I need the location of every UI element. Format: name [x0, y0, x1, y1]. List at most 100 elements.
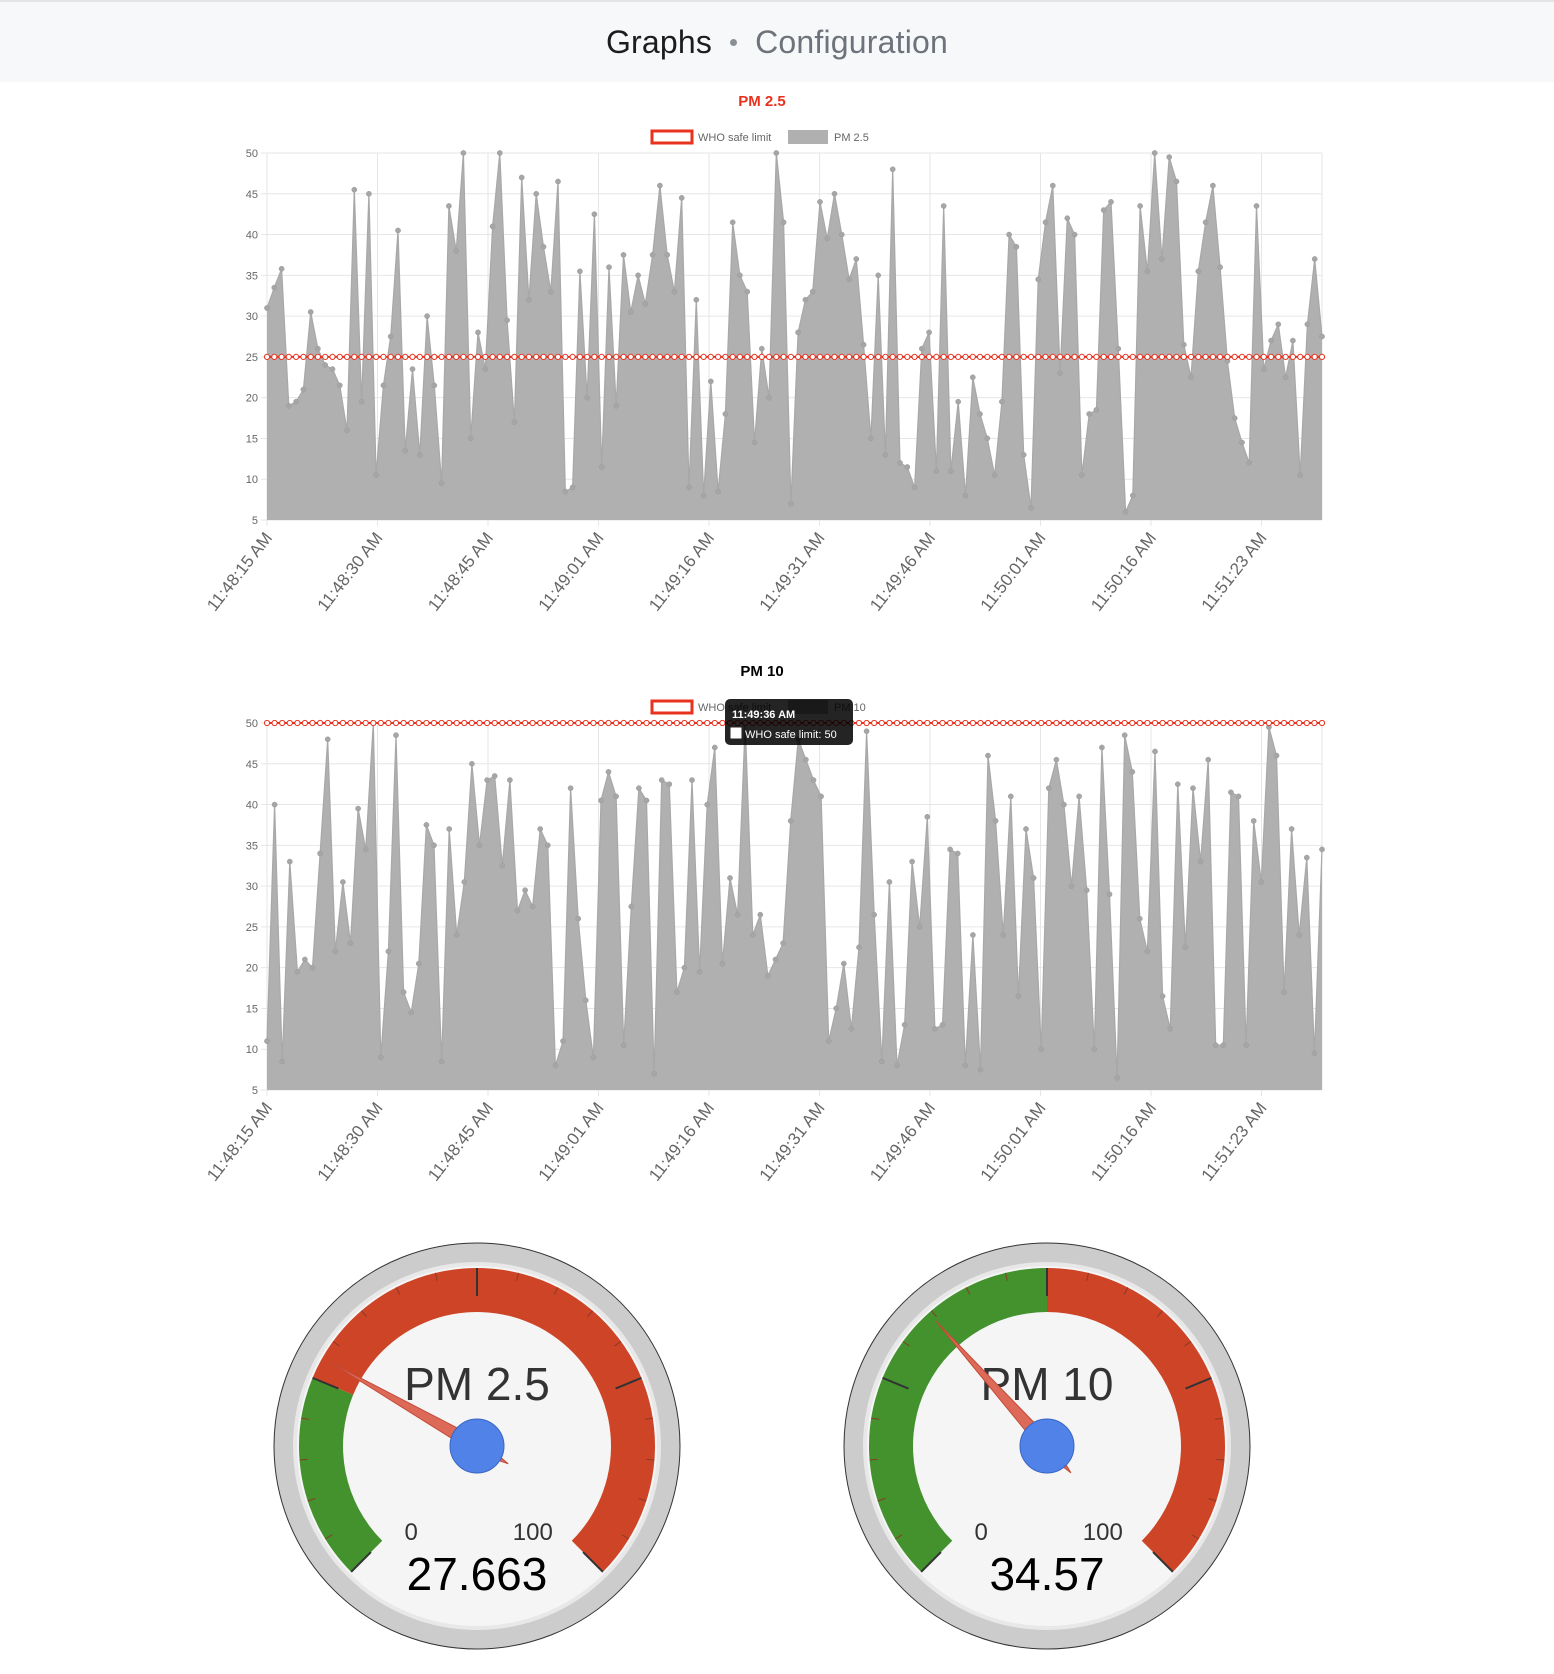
data-point	[1000, 932, 1007, 938]
data-point	[264, 1038, 270, 1044]
gauge-red-band	[312, 1268, 655, 1572]
data-point	[894, 1062, 900, 1069]
gauge-title: PM 2.5	[404, 1358, 550, 1410]
y-tick-label: 45	[246, 759, 258, 771]
who-limit-point	[1151, 719, 1159, 727]
who-limit-point	[1282, 353, 1289, 360]
nav-configuration-link[interactable]: Configuration	[755, 23, 949, 60]
who-limit-point	[591, 353, 598, 360]
who-limit-point	[1064, 353, 1071, 360]
data-point	[773, 150, 780, 156]
gauge-minor-tick	[307, 1498, 316, 1502]
gauge-minor-tick	[894, 1534, 903, 1540]
who-limit-point	[1227, 719, 1235, 727]
data-point	[544, 842, 551, 849]
who-limit-point	[575, 719, 582, 727]
who-limit-point	[377, 719, 384, 727]
who-limit-point	[1144, 353, 1151, 360]
nav-graphs-link[interactable]: Graphs	[605, 23, 713, 60]
data-point	[704, 801, 711, 808]
who-limit-point	[719, 719, 726, 727]
data-point	[1174, 781, 1181, 788]
gauge-major-tick	[312, 1376, 339, 1390]
who-limit-point	[300, 353, 307, 360]
data-point	[707, 378, 714, 385]
who-limit-point	[423, 719, 430, 727]
y-tick-label: 10	[246, 1044, 258, 1056]
data-point	[395, 227, 401, 234]
data-point	[1064, 215, 1071, 222]
data-point	[322, 362, 329, 368]
who-limit-point	[1071, 353, 1078, 360]
chart-title: PM 2.5	[738, 93, 786, 110]
who-limit-point	[525, 353, 533, 360]
who-limit-point	[307, 353, 314, 360]
who-limit-point	[896, 353, 904, 360]
who-limit-point	[1311, 353, 1318, 360]
who-limit-point	[976, 353, 984, 360]
data-point	[715, 488, 721, 495]
who-limit-point	[802, 353, 809, 360]
gauge-minor-tick	[434, 1272, 438, 1281]
data-point	[649, 252, 656, 258]
who-limit-point	[438, 719, 445, 727]
data-point	[787, 818, 794, 824]
y-tick-label: 35	[246, 840, 258, 852]
legend-label-who[interactable]: WHO safe limit	[698, 132, 771, 144]
who-limit-point	[751, 353, 758, 360]
data-point	[1129, 769, 1136, 775]
who-limit-point	[504, 353, 511, 360]
data-point	[711, 744, 718, 751]
data-point	[293, 398, 299, 405]
who-limit-point	[853, 353, 860, 360]
who-limit-point	[1173, 353, 1180, 360]
data-point	[507, 777, 513, 783]
data-point	[1100, 207, 1107, 213]
who-limit-point	[324, 719, 331, 727]
who-limit-point	[700, 353, 707, 360]
data-point	[1007, 793, 1014, 800]
data-point	[1076, 793, 1082, 800]
data-point	[393, 732, 399, 739]
who-limit-point	[688, 719, 696, 727]
who-limit-point	[460, 353, 467, 360]
x-tick-label: 11:48:15 AM	[203, 1099, 276, 1185]
who-limit-point	[871, 719, 878, 727]
who-limit-point	[1238, 353, 1246, 360]
gauge-minor-tick	[614, 1340, 622, 1347]
who-limit-point	[514, 719, 521, 727]
legend-label-series[interactable]: PM 2.5	[834, 132, 869, 144]
data-point	[636, 785, 642, 792]
gauge-minor-tick	[324, 1534, 333, 1540]
who-limit-point	[1086, 353, 1093, 360]
who-limit-point	[1115, 353, 1122, 360]
data-point	[415, 960, 422, 967]
data-point	[940, 203, 947, 209]
data-point	[373, 472, 379, 478]
data-point	[1304, 321, 1311, 328]
data-point	[693, 296, 700, 303]
who-limit-point	[522, 719, 529, 727]
who-limit-point	[955, 353, 962, 360]
who-limit-point	[736, 353, 744, 360]
who-limit-point	[962, 353, 969, 360]
who-limit-point	[1098, 719, 1106, 727]
data-point	[875, 272, 882, 279]
data-point	[324, 736, 331, 743]
who-limit-point	[1303, 719, 1310, 727]
who-limit-point	[554, 353, 562, 360]
data-point	[307, 309, 314, 315]
data-point	[453, 248, 460, 254]
who-limit-point	[1273, 719, 1280, 727]
nav-separator-dot	[730, 38, 738, 46]
who-limit-point	[991, 353, 998, 360]
gauge-minor-tick	[869, 1458, 878, 1461]
data-point	[1297, 472, 1304, 478]
data-point	[962, 1062, 969, 1069]
who-limit-point	[1212, 719, 1219, 727]
data-point	[1030, 875, 1037, 881]
data-point	[897, 460, 903, 466]
x-tick-label: 11:49:16 AM	[645, 1099, 718, 1185]
who-limit-point	[496, 353, 503, 360]
